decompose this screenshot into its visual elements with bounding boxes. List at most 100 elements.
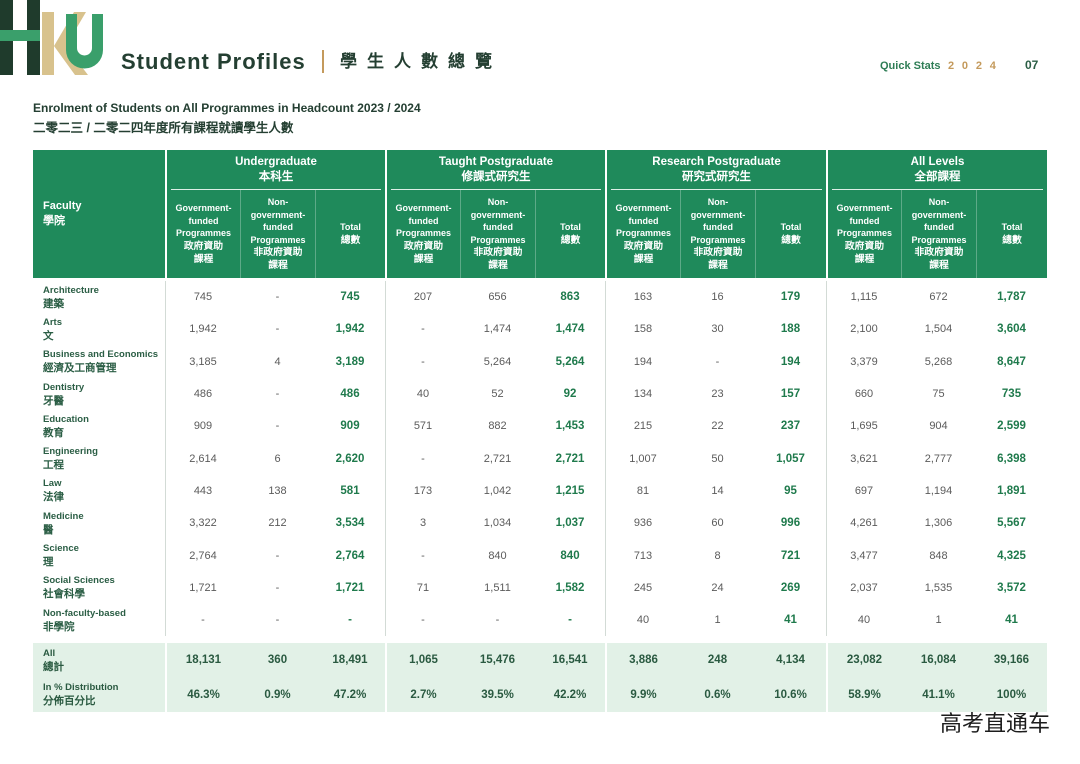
faculty-name: Education 教育 xyxy=(33,410,165,442)
subheader-all-levels-gov-funded: Government-funded Programmes 政府資助課程 xyxy=(826,190,901,278)
research-postgraduate-non-gov-funded-value: - xyxy=(715,355,720,368)
subheader-en: Government-funded Programmes xyxy=(836,203,893,239)
subheader-zh: 非政府資助課程 xyxy=(253,247,303,271)
group-header-en: Undergraduate xyxy=(235,156,317,168)
undergraduate-non-gov-funded-value: - xyxy=(275,388,280,401)
taught-postgraduate-gov-funded-value: 71 xyxy=(385,571,460,604)
taught-postgraduate-total-value: 16,541 xyxy=(535,643,605,677)
faculty-name-zh: 文 xyxy=(43,329,54,342)
all-levels-total-value: 8,647 xyxy=(997,355,1026,368)
taught-postgraduate-gov-funded-value: - xyxy=(385,442,460,475)
taught-postgraduate-non-gov-funded-value: 1,474 xyxy=(483,323,512,336)
faculty-name-zh: 建築 xyxy=(43,297,64,310)
all-levels-non-gov-funded-value: 1,504 xyxy=(924,323,953,336)
title-divider xyxy=(322,50,324,73)
table-row: Medicine 醫 3,322 212 3,534 3 1,034 1,037 936 60 99… xyxy=(33,507,1047,540)
research-postgraduate-total-value: 10.6% xyxy=(755,677,826,712)
all-levels-non-gov-funded-value: 5,268 xyxy=(924,355,953,368)
undergraduate-gov-funded-value: - xyxy=(165,603,240,637)
undergraduate-non-gov-funded-value: - xyxy=(275,614,280,627)
taught-postgraduate-total-value: 840 xyxy=(560,549,580,562)
all-levels-gov-funded-value: 4,261 xyxy=(826,507,901,540)
summary-label: All 總計 xyxy=(33,643,165,677)
undergraduate-non-gov-funded-value: 138 xyxy=(268,484,287,497)
research-postgraduate-gov-funded-value: 3,886 xyxy=(605,643,680,677)
research-postgraduate-gov-funded-value: 936 xyxy=(605,507,680,540)
undergraduate-gov-funded-value: 3,322 xyxy=(165,507,240,540)
all-levels-gov-funded-value: 2,037 xyxy=(826,571,901,604)
taught-postgraduate-non-gov-funded-value: 882 xyxy=(488,420,507,433)
undergraduate-total-value: 1,721 xyxy=(335,581,365,594)
research-postgraduate-non-gov-funded-value: 8 xyxy=(714,549,721,562)
faculty-name: Engineering 工程 xyxy=(33,442,165,474)
undergraduate-non-gov-funded-value: - xyxy=(275,549,280,562)
faculty-header-en: Faculty xyxy=(43,200,82,212)
faculty-name: Business and Economics 經濟及工商管理 xyxy=(33,346,165,378)
faculty-name-zh: 工程 xyxy=(43,459,64,472)
faculty-name-en: Education xyxy=(43,413,89,425)
faculty-name: Medicine 醫 xyxy=(33,507,165,539)
subheader-en: Total xyxy=(1001,222,1023,233)
table-row: Social Sciences 社會科學 1,721-1,721 71 1,511 1,5… xyxy=(33,571,1047,604)
faculty-name-zh: 法律 xyxy=(43,491,64,504)
taught-postgraduate-gov-funded-value: 207 xyxy=(385,281,460,314)
taught-postgraduate-gov-funded-value: 571 xyxy=(385,410,460,443)
research-postgraduate-non-gov-funded-value: 14 xyxy=(711,484,724,497)
table-title: Enrolment of Students on All Programmes … xyxy=(33,101,421,115)
taught-postgraduate-total-value: 863 xyxy=(560,291,580,304)
table-row: Architecture 建築 745-745 207 656 863 163 16 179 1,… xyxy=(33,281,1047,314)
research-postgraduate-non-gov-funded-value: 60 xyxy=(711,517,724,530)
faculty-name-zh: 非學院 xyxy=(43,620,75,633)
all-levels-total-value: 1,891 xyxy=(997,484,1026,497)
group-header-zh: 修課式研究生 xyxy=(461,171,531,183)
subheader-en: Non-government-funded Programmes xyxy=(690,197,746,245)
subheader-zh: 政府資助課程 xyxy=(183,240,224,265)
subheader-taught-postgraduate-gov-funded: Government-funded Programmes 政府資助課程 xyxy=(385,190,460,278)
subheader-taught-postgraduate-total: Total 總數 xyxy=(535,190,605,278)
hku-logo xyxy=(0,0,103,75)
taught-postgraduate-total-value: 1,215 xyxy=(555,484,585,497)
taught-postgraduate-total-value: 5,264 xyxy=(555,355,585,368)
undergraduate-gov-funded-value: 443 xyxy=(165,474,240,508)
research-postgraduate-gov-funded-value: 713 xyxy=(605,539,680,572)
faculty-name-en: Arts xyxy=(43,316,63,328)
undergraduate-gov-funded-value: 18,131 xyxy=(165,643,240,677)
all-levels-total-value: 4,325 xyxy=(997,549,1026,562)
subheader-zh: 政府資助課程 xyxy=(844,240,885,265)
all-levels-total-value: 2,599 xyxy=(997,420,1026,433)
undergraduate-total-value: 3,189 xyxy=(335,355,365,368)
taught-postgraduate-total-value: 1,582 xyxy=(555,581,585,594)
taught-postgraduate-gov-funded-value: - xyxy=(385,603,460,637)
group-header-en: Research Postgraduate xyxy=(652,156,781,168)
undergraduate-non-gov-funded-value: 6 xyxy=(274,452,281,465)
research-postgraduate-total-value: 996 xyxy=(780,517,801,530)
research-postgraduate-total-value: 157 xyxy=(780,388,801,401)
all-levels-gov-funded-value: 1,115 xyxy=(826,281,901,314)
all-levels-gov-funded-value: 3,621 xyxy=(826,442,901,475)
all-levels-non-gov-funded-value: 1 xyxy=(935,614,942,627)
table-row: Law 法律 443 138 581 173 1,042 1,215 81 14 95 697 1,19… xyxy=(33,474,1047,508)
subheader-en: Total xyxy=(780,222,802,233)
taught-postgraduate-non-gov-funded-value: 52 xyxy=(491,388,504,401)
table-summary: All 總計 18,131 360 18,491 1,065 15,476 16,541 3,8… xyxy=(33,643,1047,712)
table-row: Non-faculty-based 非學院 - - - - - -40 1 41 40 1 41 xyxy=(33,603,1047,637)
subheader-zh: 非政府資助課程 xyxy=(473,247,523,271)
taught-postgraduate-non-gov-funded-value: 1,042 xyxy=(483,484,512,497)
subheader-zh: 政府資助課程 xyxy=(403,240,444,265)
subheader-undergraduate-non-gov-funded: Non-government-funded Programmes 非政府資助課程 xyxy=(240,190,315,278)
taught-postgraduate-non-gov-funded-value: 840 xyxy=(488,549,507,562)
group-header-en: All Levels xyxy=(910,156,965,168)
research-postgraduate-gov-funded-value: 158 xyxy=(605,313,680,346)
watermark: 高考直通车 xyxy=(940,711,1051,736)
all-levels-non-gov-funded-value: 16,084 xyxy=(901,643,976,677)
research-postgraduate-gov-funded-value: 1,007 xyxy=(605,442,680,475)
group-header-en: Taught Postgraduate xyxy=(438,156,554,168)
undergraduate-total-value: 3,534 xyxy=(335,517,365,530)
undergraduate-gov-funded-value: 1,942 xyxy=(165,313,240,346)
faculty-name-zh: 牙醫 xyxy=(43,394,64,407)
subheader-research-postgraduate-non-gov-funded: Non-government-funded Programmes 非政府資助課程 xyxy=(680,190,755,278)
table-row: Education 教育 909-909 571 882 1,453 215 22 237 1,6… xyxy=(33,410,1047,443)
undergraduate-gov-funded-value: 2,614 xyxy=(165,442,240,475)
research-postgraduate-gov-funded-value: 81 xyxy=(605,474,680,508)
all-levels-gov-funded-value: 697 xyxy=(826,474,901,508)
